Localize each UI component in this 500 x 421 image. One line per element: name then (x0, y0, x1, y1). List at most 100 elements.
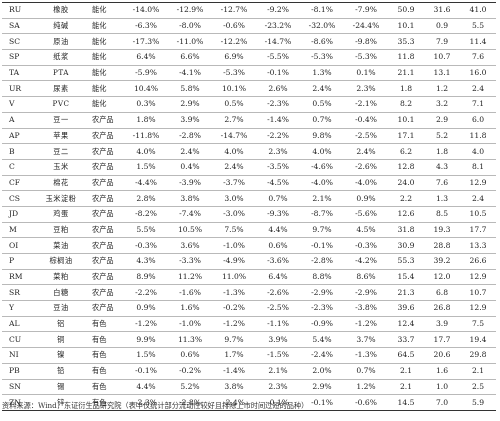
value-cell: -2.8% (168, 128, 212, 145)
value-cell: 0.9% (344, 190, 388, 207)
contract-code-cell: JD (2, 206, 34, 223)
product-name-cell: 鸡蛋 (34, 206, 88, 223)
value-cell: 0.9 (424, 18, 460, 35)
value-cell: 1.5% (124, 159, 168, 176)
value-cell: 9.9% (124, 331, 168, 349)
product-name-cell: 白糖 (34, 284, 88, 302)
value-cell: 12.9 (460, 300, 496, 317)
value-cell: 35.3 (388, 33, 424, 51)
value-cell: 26.6 (460, 253, 496, 270)
value-cell: -2.5% (344, 128, 388, 145)
value-cell: 2.4 (460, 190, 496, 207)
value-cell: -6.3% (124, 18, 168, 35)
value-cell: 3.9% (256, 331, 300, 349)
product-name-cell: 菜粕 (34, 269, 88, 286)
value-cell: 17.1 (388, 128, 424, 145)
value-cell: -23.2% (256, 18, 300, 35)
value-cell: -0.6% (212, 18, 256, 35)
value-cell: -3.8% (344, 300, 388, 317)
table-row: ZN 锌有色 -2.3% -2.8% -2.4% -0.1% -0.1% -0.6% 14.5 7… (2, 394, 496, 411)
table-row: Y 豆油 农产品 0.9% 1.6% -0.2% -2.5% -2.3% -3.8% 39.6 26… (2, 300, 496, 317)
value-cell: 7.6 (424, 175, 460, 192)
contract-code-cell: CS (2, 190, 34, 207)
value-cell: 2.1% (256, 363, 300, 380)
value-cell: 1.0 (424, 379, 460, 396)
value-cell: 39.6 (388, 300, 424, 317)
value-cell: -5.6% (344, 206, 388, 223)
value-cell: -1.2% (344, 316, 388, 333)
value-cell: 0.7% (344, 363, 388, 380)
contract-code-cell: PB (2, 363, 34, 380)
value-cell: -0.1% (256, 394, 300, 411)
value-cell: -2.4% (212, 394, 256, 411)
value-cell: -14.7% (256, 33, 300, 51)
value-cell: 17.7 (460, 222, 496, 239)
contract-code-cell: CF (2, 175, 34, 192)
product-name-cell: 玉米 (34, 159, 88, 176)
value-cell: 4.0% (124, 143, 168, 160)
value-cell: -8.7% (300, 206, 344, 223)
product-name-cell: 豆油 (34, 300, 88, 317)
value-cell: -2.6% (256, 284, 300, 302)
value-cell: -5.3% (212, 65, 256, 82)
table-row: AL 铝有色 -1.2% -1.0% -1.2% -1.1% -0.9% -1.2% 12.4 3… (2, 316, 496, 333)
value-cell: 2.9% (300, 379, 344, 396)
value-cell: 3.0% (212, 190, 256, 207)
table-row: CF 棉花 农产品 -4.4% -3.9% -3.7% -4.5% -4.0% -4.0% 24.… (2, 175, 496, 192)
value-cell: 10.5% (168, 222, 212, 239)
sector-cell: 农产品 (88, 300, 124, 317)
value-cell: 2.1 (460, 363, 496, 380)
value-cell: -24.4% (344, 18, 388, 35)
product-name-cell: 纯碱 (34, 18, 88, 35)
value-cell: -7.4% (168, 206, 212, 223)
value-cell: -8.2% (124, 206, 168, 223)
value-cell: -2.3% (300, 300, 344, 317)
value-cell: 7.5% (212, 222, 256, 239)
contract-code-cell: V (2, 96, 34, 113)
value-cell: 2.3% (256, 143, 300, 160)
sector-cell: 有色 (88, 331, 124, 349)
value-cell: -4.0% (300, 175, 344, 192)
value-cell: -2.9% (344, 284, 388, 302)
source-note: 资料来源：Wind，东证衍生品研究院（表中仅统计部分流动性较好且排除上市时间过短… (2, 401, 309, 410)
value-cell: 11.3% (168, 331, 212, 349)
value-cell: -8.1% (300, 2, 344, 19)
value-cell: 7.5 (460, 316, 496, 333)
value-cell: 0.5% (212, 96, 256, 113)
value-cell: -4.0% (344, 175, 388, 192)
table-row: CU 铜有色 9.9% 11.3% 9.7% 3.9% 5.4% 3.7% 33.7 17.7 19… (2, 331, 496, 349)
sector-cell: 有色 (88, 363, 124, 380)
value-cell: 6.9% (212, 49, 256, 66)
value-cell: 2.9% (168, 96, 212, 113)
value-cell: 3.9% (168, 112, 212, 129)
product-name-cell: 玉米淀粉 (34, 190, 88, 207)
contract-code-cell: Y (2, 300, 34, 317)
value-cell: 10.1% (212, 80, 256, 98)
value-cell: 12.9 (460, 269, 496, 286)
value-cell: 5.8% (168, 80, 212, 98)
product-name-cell: 原油 (34, 33, 88, 51)
sector-cell: 农产品 (88, 143, 124, 160)
value-cell: 28.8 (424, 237, 460, 254)
table-row: C 玉米 农产品 1.5% 0.4% 2.4% -3.5% -4.6% -2.6% 12.8 4.3… (2, 159, 496, 176)
value-cell: 7.0 (424, 394, 460, 411)
sector-cell: 能化 (88, 33, 124, 51)
value-cell: 0.6% (168, 347, 212, 364)
value-cell: 2.4% (300, 80, 344, 98)
value-cell: 2.4% (168, 143, 212, 160)
value-cell: 3.7% (344, 331, 388, 349)
value-cell: 26.8 (424, 300, 460, 317)
product-name-cell: 铝 (34, 316, 88, 333)
value-cell: 4.5% (344, 222, 388, 239)
value-cell: -0.1% (300, 237, 344, 254)
value-cell: 10.7 (424, 49, 460, 66)
value-cell: 1.8 (424, 143, 460, 160)
value-cell: -32.0% (300, 18, 344, 35)
product-name-cell: 铜 (34, 331, 88, 349)
value-cell: 10.5 (460, 206, 496, 223)
sector-cell: 农产品 (88, 253, 124, 270)
value-cell: -9.8% (344, 33, 388, 51)
value-cell: 7.9 (424, 33, 460, 51)
value-cell: 2.4% (344, 143, 388, 160)
value-cell: 13.3 (460, 237, 496, 254)
